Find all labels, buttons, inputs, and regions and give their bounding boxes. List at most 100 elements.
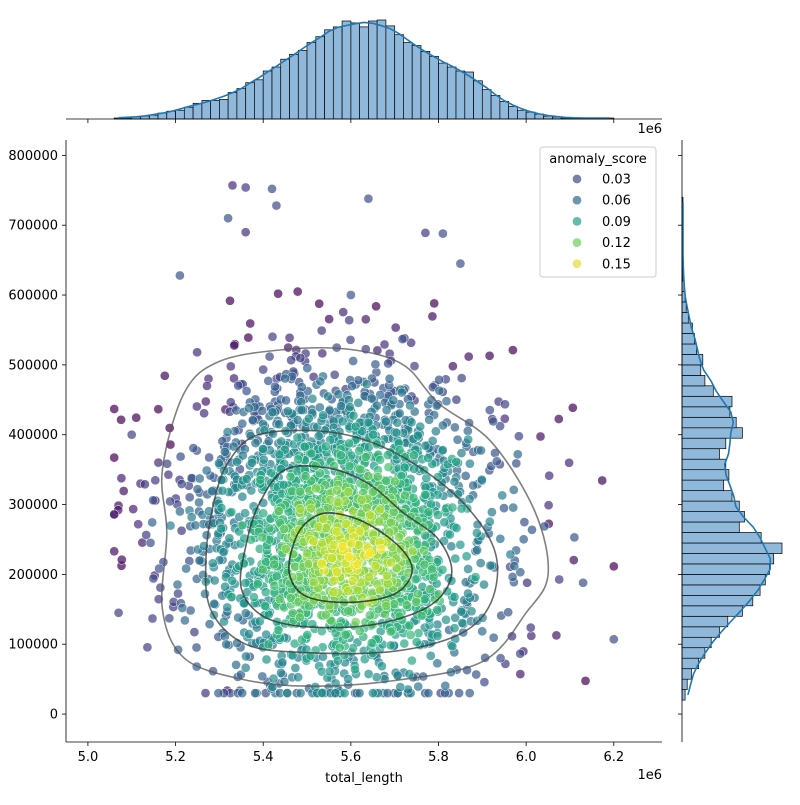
scatter-point bbox=[318, 651, 328, 662]
scatter-point bbox=[218, 547, 229, 557]
scatter-point bbox=[113, 607, 124, 618]
scatter-point bbox=[292, 286, 303, 297]
scatter-point bbox=[273, 506, 284, 517]
scatter-point bbox=[337, 541, 348, 552]
scatter-point bbox=[345, 335, 356, 345]
scatter-point bbox=[451, 394, 462, 405]
scatter-point bbox=[350, 421, 361, 432]
x-marginal-histogram bbox=[66, 19, 662, 123]
x-marginal-bar bbox=[508, 105, 518, 120]
scatter-point bbox=[192, 484, 203, 495]
scatter-point bbox=[343, 606, 354, 616]
legend-marker bbox=[572, 237, 582, 248]
scatter-point bbox=[354, 688, 365, 698]
scatter-point bbox=[273, 288, 283, 299]
scatter-point bbox=[232, 456, 242, 467]
scatter-point bbox=[332, 567, 342, 577]
scatter-point bbox=[451, 523, 462, 533]
scatter-point bbox=[295, 353, 306, 363]
scatter-point bbox=[427, 564, 437, 575]
scatter-point bbox=[284, 332, 295, 343]
scatter-point bbox=[335, 450, 346, 461]
scatter-point bbox=[371, 301, 381, 312]
scatter-point bbox=[363, 193, 374, 204]
scatter-point bbox=[240, 182, 251, 193]
scatter-point bbox=[499, 413, 510, 424]
scatter-point bbox=[225, 397, 236, 408]
scatter-point bbox=[461, 551, 472, 562]
scatter-point bbox=[148, 573, 159, 584]
scatter-point bbox=[508, 502, 519, 513]
x-offset-label: 1e6 bbox=[637, 768, 662, 783]
scatter-point bbox=[389, 599, 400, 609]
scatter-point bbox=[401, 600, 412, 611]
y-marginal-bar bbox=[681, 490, 733, 502]
y-marginal-bar bbox=[681, 364, 702, 376]
scatter-point bbox=[454, 688, 464, 698]
scatter-point bbox=[279, 524, 289, 535]
scatter-point bbox=[527, 524, 537, 535]
scatter-point bbox=[238, 558, 249, 569]
y-tick-label: 400000 bbox=[8, 428, 58, 443]
scatter-point bbox=[463, 351, 474, 362]
x-marginal-bar bbox=[517, 109, 527, 120]
scatter-point bbox=[219, 616, 229, 627]
scatter-point bbox=[285, 471, 296, 482]
x-marginal-bar bbox=[350, 22, 361, 120]
scatter-point bbox=[399, 638, 410, 649]
scatter-point bbox=[331, 485, 342, 496]
scatter-point bbox=[450, 612, 461, 623]
scatter-point bbox=[191, 642, 202, 653]
scatter-point bbox=[404, 669, 415, 679]
scatter-point bbox=[237, 520, 248, 531]
scatter-point bbox=[311, 483, 321, 494]
x-marginal-bar bbox=[324, 29, 334, 120]
scatter-point bbox=[316, 325, 327, 336]
scatter-point bbox=[330, 688, 341, 698]
scatter-point bbox=[192, 347, 202, 358]
scatter-point bbox=[519, 517, 530, 527]
scatter-point bbox=[465, 458, 475, 469]
scatter-point bbox=[472, 528, 482, 538]
scatter-point bbox=[456, 606, 467, 617]
scatter-point bbox=[419, 559, 430, 570]
scatter-point bbox=[348, 506, 358, 517]
x-marginal-bar bbox=[429, 55, 439, 120]
scatter-point bbox=[184, 492, 195, 503]
scatter-point bbox=[339, 688, 350, 698]
scatter-point bbox=[307, 393, 318, 404]
scatter-point bbox=[425, 584, 435, 595]
scatter-point bbox=[270, 381, 280, 392]
scatter-point bbox=[432, 631, 443, 641]
scatter-point bbox=[348, 410, 359, 421]
scatter-point bbox=[260, 601, 270, 611]
x-marginal-bar bbox=[359, 26, 369, 120]
y-marginal-bar bbox=[681, 553, 775, 565]
scatter-point bbox=[306, 503, 316, 514]
scatter-point bbox=[512, 449, 523, 460]
scatter-point bbox=[451, 456, 462, 467]
scatter-point bbox=[495, 421, 505, 431]
x-tick-label: 5.0 bbox=[78, 750, 99, 765]
scatter-point bbox=[321, 609, 331, 620]
scatter-point bbox=[295, 612, 305, 623]
scatter-point bbox=[240, 508, 250, 519]
scatter-point bbox=[350, 617, 361, 627]
scatter-point bbox=[487, 507, 497, 517]
scatter-point bbox=[293, 454, 303, 465]
scatter-point bbox=[290, 663, 301, 673]
scatter-point bbox=[172, 579, 183, 590]
scatter-point bbox=[553, 414, 564, 424]
scatter-point bbox=[241, 651, 251, 662]
scatter-point bbox=[226, 507, 237, 517]
scatter-point bbox=[449, 592, 460, 602]
scatter-point bbox=[377, 661, 387, 672]
scatter-point bbox=[343, 486, 354, 497]
scatter-point bbox=[333, 389, 344, 400]
scatter-point bbox=[380, 495, 391, 505]
scatter-point bbox=[441, 396, 452, 407]
scatter-point bbox=[180, 615, 190, 626]
scatter-point bbox=[296, 405, 307, 415]
scatter-point bbox=[434, 385, 445, 396]
scatter-point bbox=[213, 688, 224, 698]
